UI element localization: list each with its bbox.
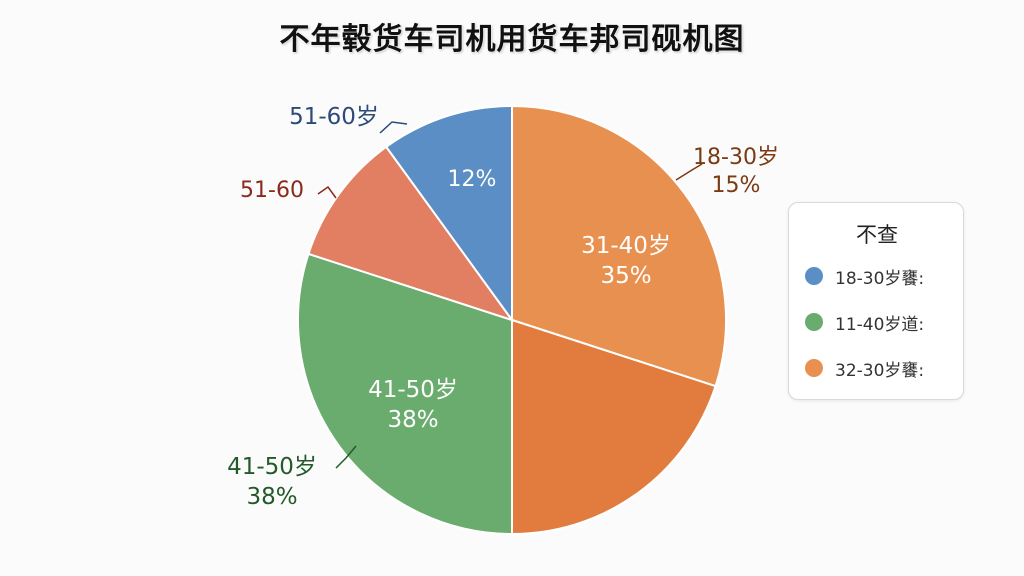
leader-line [317,185,337,199]
legend-swatch-blue [805,267,823,285]
leader-line [675,163,703,181]
outside-label: 51-60 [240,178,304,203]
outside-label: 18-30岁 [693,145,779,170]
slice-orange-dark [511,318,717,536]
outside-label: 51-60岁 [289,104,379,130]
legend-label: 11-40岁道: [835,314,925,335]
slice-percent-label: 38% [387,407,438,433]
slice-category-label: 41-50岁 [368,377,458,403]
leader-line [335,445,357,469]
legend-swatch-green [805,313,823,331]
legend-label: 32-30岁饔: [835,360,925,381]
slice-percent-label: 35% [600,263,651,289]
legend-label: 18-30岁饔: [835,268,925,289]
outside-label: 38% [246,484,297,510]
legend-swatch-orange [805,359,823,377]
slice-orange-light [511,104,727,388]
legend-item: 11-40岁道: [805,309,924,335]
legend: 不查 18-30岁饔: 11-40岁道: 32-30岁饔: [788,202,964,400]
leader-line [379,121,408,134]
slice-category-label: 31-40岁 [581,233,671,259]
outside-label: 15% [712,173,761,198]
legend-item: 32-30岁饔: [805,355,924,381]
slice-blue [384,104,513,324]
outside-label: 41-50岁 [227,454,317,480]
slice-green [297,252,513,536]
slice-percent-label: 12% [448,167,497,192]
chart-title: 不年毂货车司机用货车邦司砚机图 [279,22,745,57]
slice-red [307,145,515,322]
legend-item: 18-30岁饔: [805,263,924,289]
legend-title: 不查 [856,223,898,247]
